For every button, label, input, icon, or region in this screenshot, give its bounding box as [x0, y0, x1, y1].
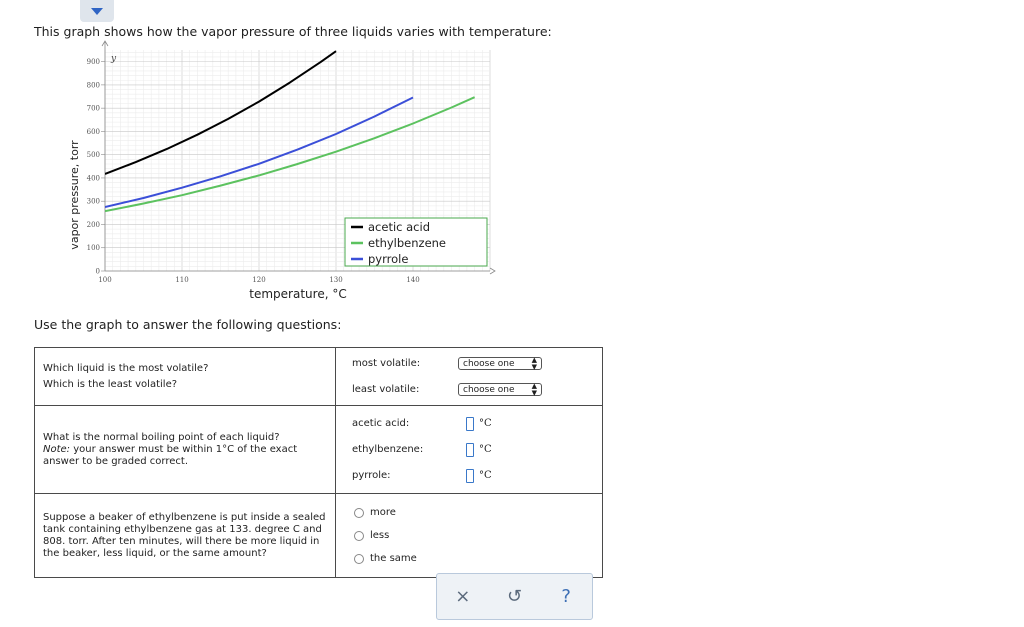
question-lead: Use the graph to answer the following qu… [34, 317, 342, 332]
answer-boiling-point: acetic acid: °C ethylbenzene: °C pyrrole… [335, 405, 603, 494]
y-tick-label: 200 [87, 221, 100, 229]
chevron-down-icon [91, 7, 103, 15]
x-axis-arrow [489, 267, 496, 275]
note-text: your answer must be within 1°C of the ex… [43, 443, 298, 467]
chart-legend: acetic acid ethylbenzene pyrrole [344, 217, 488, 267]
series-line-pyrrole [105, 96, 414, 208]
note-label: Note: [43, 443, 71, 455]
question-volatility: Which liquid is the most volatile? Which… [34, 347, 336, 406]
answer-toolbar: × ↺ ? [436, 573, 593, 620]
question-note: Note: your answer must be within 1°C of … [43, 444, 327, 468]
radio-label: less [370, 530, 390, 541]
radio-less[interactable]: less [354, 524, 602, 547]
updown-icon: ▲ ▼ [531, 355, 537, 371]
celsius-unit: °C [479, 418, 492, 429]
legend-box [344, 217, 488, 267]
most-volatile-label: most volatile: [352, 358, 421, 369]
select-value: choose one [463, 384, 515, 395]
y-axis-symbol: y [110, 54, 117, 64]
y-tick-label: 400 [87, 174, 100, 182]
radio-circle[interactable] [354, 530, 364, 541]
y-axis-arrow [101, 40, 109, 47]
y-tick-label: 100 [87, 244, 100, 252]
least-volatile-select[interactable]: choose one ▲ ▼ [458, 381, 542, 397]
question-boiling-text: What is the normal boiling point of each… [43, 431, 280, 443]
y-tick-label: 900 [87, 58, 100, 66]
series-line-acetic-acid [105, 50, 337, 175]
undo-icon[interactable]: ↺ [506, 586, 523, 607]
help-icon[interactable]: ? [561, 586, 571, 607]
intro-text: This graph shows how the vapor pressure … [34, 24, 552, 39]
ethylbenzene-label: ethylbenzene: [352, 444, 424, 455]
radio-same[interactable]: the same [354, 547, 602, 570]
x-tick-label: 110 [175, 276, 188, 284]
radio-label: more [370, 507, 396, 518]
y-tick-label: 700 [87, 105, 100, 113]
celsius-unit: °C [479, 444, 492, 455]
question-equilibrium: Suppose a beaker of ethylbenzene is put … [34, 493, 336, 578]
answer-equilibrium: more less the same [335, 493, 603, 578]
answer-volatility: most volatile: choose one ▲ ▼ least volat… [335, 347, 603, 406]
celsius-unit: °C [479, 470, 492, 481]
question-least-volatile: Which is the least volatile? [43, 378, 178, 390]
legend-label: pyrrole [368, 252, 408, 266]
legend-label: acetic acid [368, 220, 430, 234]
updown-icon: ▲ ▼ [531, 381, 537, 397]
radio-circle[interactable] [354, 507, 364, 518]
least-volatile-label: least volatile: [352, 384, 420, 395]
chart-series [105, 50, 476, 213]
acetic-acid-label: acetic acid: [352, 418, 410, 429]
x-tick-label: 140 [406, 276, 419, 284]
chart-ticks: 100 110 120 130 1400100200300400500600700800… [87, 58, 420, 284]
y-tick-label: 600 [87, 128, 100, 136]
question-equilibrium-text: Suppose a beaker of ethylbenzene is put … [43, 511, 326, 559]
collapse-button[interactable] [80, 0, 114, 22]
clear-icon[interactable]: × [455, 586, 471, 607]
question-boiling-point: What is the normal boiling point of each… [34, 405, 336, 494]
chart-axes [101, 40, 496, 275]
vapor-pressure-chart: 100 110 120 130 1400100200300400500600700800… [68, 40, 496, 301]
ethylbenzene-input[interactable] [466, 442, 474, 457]
y-tick-label: 800 [87, 81, 100, 89]
series-line-ethylbenzene [105, 96, 476, 213]
x-axis-label: temperature, °C [249, 287, 346, 301]
y-tick-label: 0 [96, 268, 100, 276]
radio-label: the same [370, 553, 417, 564]
y-tick-label: 300 [87, 198, 100, 206]
pyrrole-input[interactable] [466, 468, 474, 483]
acetic-acid-input[interactable] [466, 416, 474, 431]
question-most-volatile: Which liquid is the most volatile? [43, 362, 209, 374]
x-tick-label: 130 [329, 276, 342, 284]
select-value: choose one [463, 358, 515, 369]
legend-label: ethylbenzene [368, 236, 446, 250]
x-tick-label: 120 [252, 276, 265, 284]
x-tick-label: 100 [98, 276, 111, 284]
y-tick-label: 500 [87, 151, 100, 159]
y-axis-label: vapor pressure, torr [68, 140, 81, 250]
radio-circle[interactable] [354, 553, 364, 564]
pyrrole-label: pyrrole: [352, 470, 391, 481]
question-table: Which liquid is the most volatile? Which… [34, 347, 603, 578]
most-volatile-select[interactable]: choose one ▲ ▼ [458, 355, 542, 371]
radio-more[interactable]: more [354, 501, 602, 524]
